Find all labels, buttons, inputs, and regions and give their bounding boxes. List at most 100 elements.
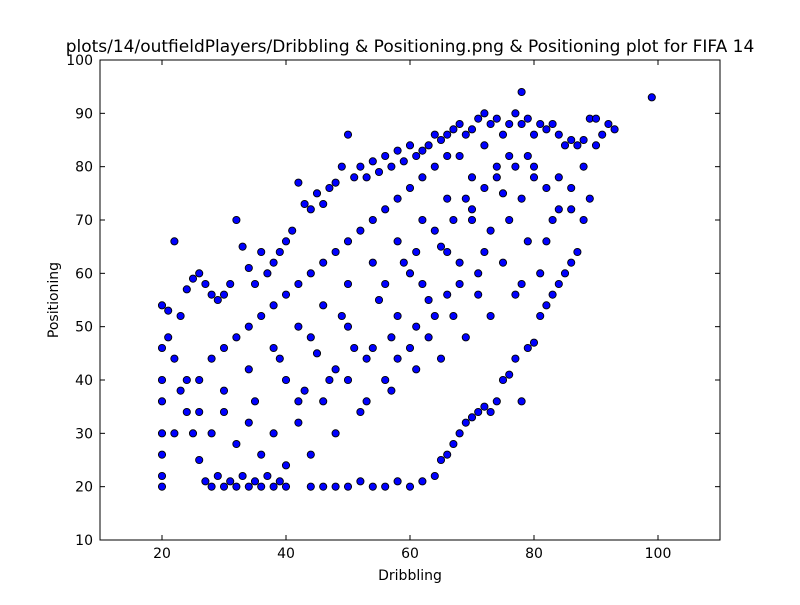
data-point [381,151,390,161]
data-point [405,183,415,193]
data-point [232,215,241,225]
data-point [387,333,396,342]
data-point [219,290,229,299]
data-point [294,178,303,187]
data-point [356,162,365,171]
data-point [244,263,253,273]
data-point [455,429,464,438]
data-point [368,343,377,353]
data-point [567,183,576,193]
data-point [269,301,278,310]
data-point [269,258,278,267]
data-point [232,333,241,342]
data-point [306,333,315,342]
data-point [176,386,185,395]
data-point [170,237,179,246]
data-point [430,471,439,481]
data-point [536,119,545,129]
data-point [542,125,551,134]
data-point [474,114,483,123]
data-point [244,418,253,427]
data-point [486,226,495,235]
data-point [523,151,532,161]
data-point [412,247,421,257]
data-point [257,450,266,459]
data-point [250,397,260,406]
data-point [213,295,222,305]
data-point [542,301,551,310]
data-point [188,274,198,283]
data-point [170,354,179,363]
data-point [486,311,495,321]
data-point [567,258,576,267]
data-point [374,295,384,305]
data-point [356,407,365,417]
data-point [412,365,421,374]
y-tick-label: 90 [75,106,93,122]
data-point [343,322,353,331]
axis-ticks: 20 40 60 80 100 10 20 30 40 50 60 70 80 90 100 [66,53,720,562]
data-point [542,237,551,246]
data-point [393,354,402,363]
data-point [405,343,415,353]
data-point [157,482,167,491]
data-point [201,477,210,486]
x-tick-label: 40 [277,546,295,562]
data-point [443,130,452,139]
data-point [598,130,607,139]
data-point [157,471,167,481]
data-point [399,157,408,166]
data-point [300,199,309,209]
data-point [343,237,353,246]
data-point [480,141,489,150]
data-point [219,407,229,417]
data-point [157,450,167,459]
data-point [337,311,346,321]
data-points [157,87,656,491]
data-point [281,237,291,246]
data-point [418,279,427,289]
data-point [486,407,495,417]
data-point [157,375,167,385]
data-point [325,375,334,385]
data-point [461,194,470,203]
data-point [393,237,402,246]
data-point [455,279,464,289]
data-point [579,135,588,145]
data-point [548,290,557,299]
data-point [263,269,272,278]
data-point [232,482,241,491]
data-point [443,151,452,161]
data-point [306,450,315,459]
data-point [393,194,402,203]
data-point [591,141,601,150]
data-point [430,130,439,139]
data-point [399,258,408,267]
data-point [294,418,303,427]
data-point [306,269,315,278]
data-point [523,343,532,353]
y-tick-label: 80 [75,160,93,176]
data-point [474,290,483,299]
data-point [288,226,297,235]
data-point [474,269,483,278]
data-point [480,109,489,118]
data-point [436,354,446,363]
data-point [306,205,315,214]
y-tick-label: 30 [75,426,93,442]
data-point [418,477,427,486]
data-point [548,215,557,225]
data-point [511,162,520,171]
data-point [573,247,582,257]
data-point [182,407,191,417]
y-tick-label: 50 [75,320,93,336]
data-point [294,322,303,331]
data-point [591,114,601,123]
data-point [610,125,619,134]
data-point [343,279,353,289]
data-point [164,333,173,342]
data-point [467,215,477,225]
data-point [430,311,439,321]
data-point [542,183,551,193]
